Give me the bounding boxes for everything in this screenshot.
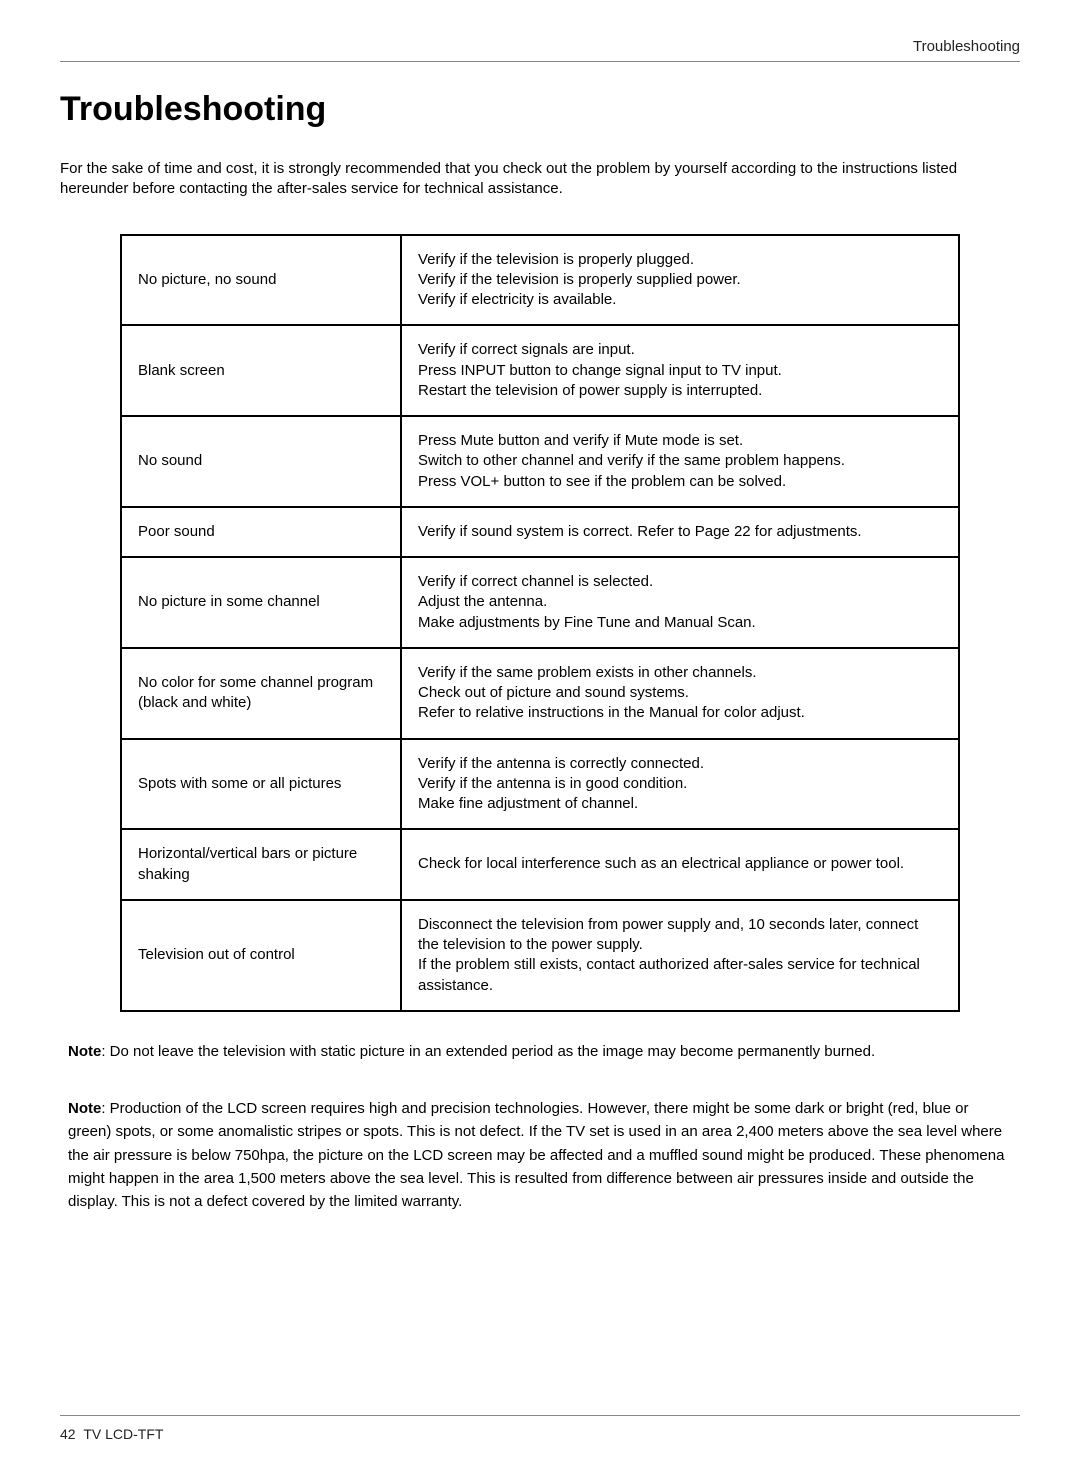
table-row: Horizontal/vertical bars or picture shak… — [121, 829, 959, 900]
page-number: 42 — [60, 1426, 76, 1442]
solution-cell: Check for local interference such as an … — [401, 829, 959, 900]
solution-cell: Verify if correct signals are input. Pre… — [401, 325, 959, 416]
table-row: No picture, no sound Verify if the telev… — [121, 235, 959, 326]
page-title: Troubleshooting — [60, 90, 1020, 129]
problem-cell: Blank screen — [121, 325, 401, 416]
table-row: Spots with some or all pictures Verify i… — [121, 739, 959, 830]
note-2-text: : Production of the LCD screen requires … — [68, 1100, 1004, 1210]
solution-cell: Disconnect the television from power sup… — [401, 900, 959, 1011]
table-row: No picture in some channel Verify if cor… — [121, 557, 959, 648]
page-container: Troubleshooting Troubleshooting For the … — [0, 0, 1080, 1466]
solution-cell: Verify if correct channel is selected. A… — [401, 557, 959, 648]
solution-cell: Verify if the television is properly plu… — [401, 235, 959, 326]
intro-text: For the sake of time and cost, it is str… — [60, 159, 1020, 200]
header-section-label: Troubleshooting — [60, 38, 1020, 55]
table-row: No sound Press Mute button and verify if… — [121, 416, 959, 507]
footer-label: TV LCD-TFT — [83, 1426, 163, 1442]
note-1-label: Note — [68, 1043, 101, 1060]
page-footer: 42 TV LCD-TFT — [60, 1415, 1020, 1442]
table-row: Television out of control Disconnect the… — [121, 900, 959, 1011]
note-2: Note: Production of the LCD screen requi… — [68, 1097, 1012, 1213]
table-row: Poor sound Verify if sound system is cor… — [121, 507, 959, 557]
divider-bottom — [60, 1415, 1020, 1416]
problem-cell: No picture, no sound — [121, 235, 401, 326]
problem-cell: Spots with some or all pictures — [121, 739, 401, 830]
problem-cell: Poor sound — [121, 507, 401, 557]
solution-cell: Verify if the antenna is correctly conne… — [401, 739, 959, 830]
solution-cell: Verify if sound system is correct. Refer… — [401, 507, 959, 557]
problem-cell: No picture in some channel — [121, 557, 401, 648]
note-1: Note: Do not leave the television with s… — [68, 1040, 1012, 1063]
footer-text: 42 TV LCD-TFT — [60, 1426, 1020, 1442]
problem-cell: No color for some channel program (black… — [121, 648, 401, 739]
troubleshooting-table: No picture, no sound Verify if the telev… — [120, 234, 960, 1012]
problem-cell: Television out of control — [121, 900, 401, 1011]
solution-cell: Verify if the same problem exists in oth… — [401, 648, 959, 739]
problem-cell: No sound — [121, 416, 401, 507]
table-row: No color for some channel program (black… — [121, 648, 959, 739]
note-1-text: : Do not leave the television with stati… — [101, 1043, 875, 1060]
note-2-label: Note — [68, 1100, 101, 1117]
problem-cell: Horizontal/vertical bars or picture shak… — [121, 829, 401, 900]
table-row: Blank screen Verify if correct signals a… — [121, 325, 959, 416]
divider-top — [60, 61, 1020, 62]
solution-cell: Press Mute button and verify if Mute mod… — [401, 416, 959, 507]
